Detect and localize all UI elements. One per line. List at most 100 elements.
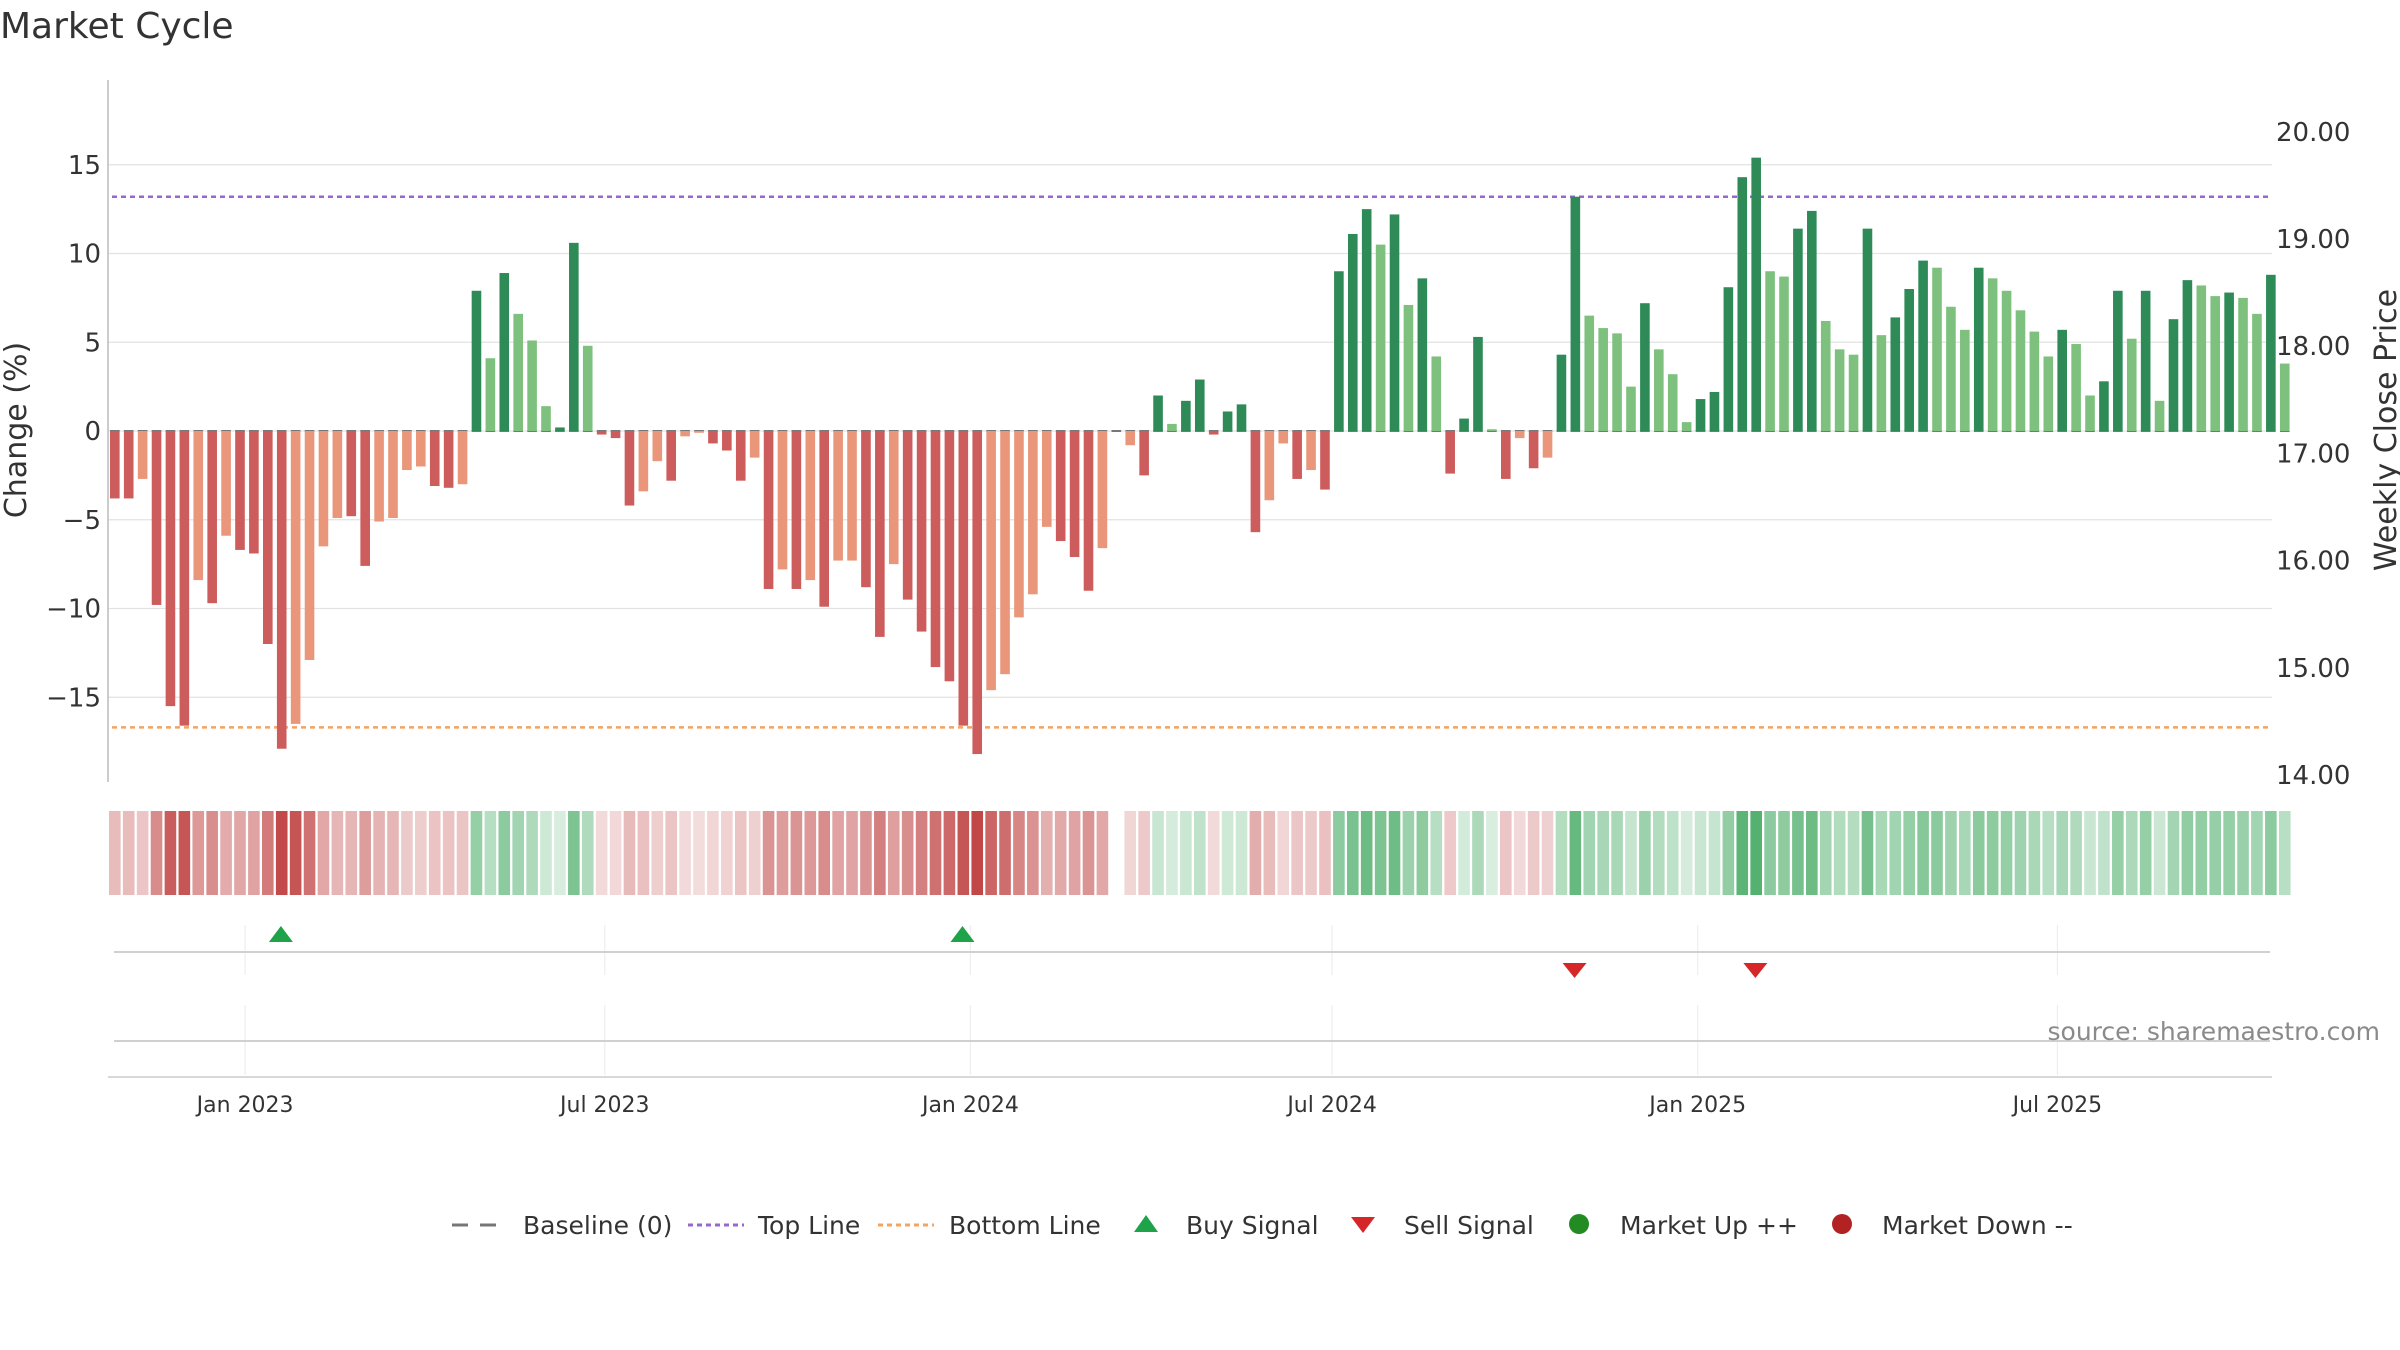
- bar-up: [1904, 289, 1914, 431]
- bar-up: [1737, 177, 1748, 431]
- heat-cell: [303, 811, 316, 895]
- bar-down: [735, 431, 746, 481]
- x-tick-label: Jul 2023: [558, 1093, 650, 1118]
- bar-down: [360, 431, 370, 566]
- y-axis-left-label: Change (%): [0, 342, 34, 518]
- bar-up: [2140, 290, 2151, 431]
- heat-cell: [1806, 811, 1818, 895]
- bar-up: [1667, 374, 1678, 431]
- bar-down: [304, 431, 315, 660]
- heat-cell: [1833, 811, 1846, 895]
- legend-label: Baseline (0): [523, 1211, 672, 1240]
- bar-up: [2029, 331, 2040, 431]
- bar-up: [1626, 386, 1636, 431]
- bar-up: [1681, 422, 1692, 431]
- heat-cell: [2070, 811, 2082, 895]
- bar-up: [1194, 379, 1205, 431]
- heat-cell: [150, 811, 163, 895]
- bar-down: [1028, 431, 1038, 595]
- heat-cell: [1847, 811, 1860, 895]
- heat-cell: [1889, 811, 1902, 895]
- y-tick-label-left: 10: [68, 240, 101, 270]
- bar-down: [1000, 431, 1010, 675]
- y-tick-label-right: 15.00: [2276, 654, 2350, 684]
- legend-symbol-sell-triangle: [1351, 1217, 1375, 1233]
- heat-cell: [2125, 811, 2138, 895]
- heat-cell: [971, 811, 984, 895]
- heat-cell: [1722, 811, 1735, 895]
- bar-down: [791, 431, 802, 589]
- heat-cell: [1986, 811, 1999, 895]
- bar-down: [416, 431, 426, 467]
- heat-cell: [1472, 811, 1484, 895]
- heat-cell: [874, 811, 886, 895]
- heat-cell: [1360, 811, 1373, 895]
- heat-cell: [1374, 811, 1387, 895]
- bar-up: [1375, 244, 1386, 431]
- heat-cell: [887, 811, 900, 895]
- y-tick-label-right: 17.00: [2276, 439, 2350, 469]
- heat-cell: [693, 811, 705, 895]
- bar-down: [805, 431, 816, 581]
- heat-cell: [623, 811, 636, 895]
- bar-down: [346, 431, 357, 517]
- bar-up: [2279, 363, 2290, 431]
- heat-cell: [1959, 811, 1971, 895]
- bar-up: [1987, 278, 1998, 431]
- bar-down: [930, 431, 941, 668]
- bar-down: [708, 431, 718, 444]
- bar-down: [1514, 431, 1525, 439]
- bar-down: [249, 431, 259, 554]
- legend-label: Top Line: [757, 1211, 860, 1240]
- heat-cell: [1750, 811, 1762, 895]
- buy-signal-marker: [950, 926, 975, 942]
- bar-up: [499, 273, 510, 431]
- bar-up: [1654, 349, 1664, 431]
- bar-down: [123, 431, 134, 499]
- heat-cell: [679, 811, 691, 895]
- bar-up: [2126, 338, 2137, 431]
- bar-up: [1932, 267, 1942, 431]
- heat-cell: [1096, 811, 1109, 895]
- heat-cell: [1625, 811, 1637, 895]
- bar-down: [221, 431, 231, 536]
- bar-up: [1876, 335, 1887, 431]
- bar-up: [1973, 267, 1984, 431]
- heat-cell: [818, 811, 831, 895]
- bar-up: [1890, 317, 1901, 431]
- y-tick-label-left: −15: [46, 683, 101, 713]
- bar-up: [2071, 344, 2081, 431]
- bar-up: [527, 340, 537, 431]
- bar-up: [541, 406, 551, 431]
- bar-up: [2015, 310, 2026, 431]
- heat-cell: [1917, 811, 1929, 895]
- heat-cell: [1291, 811, 1303, 895]
- bar-down: [833, 431, 843, 561]
- heat-cell: [1819, 811, 1832, 895]
- bar-up: [1459, 418, 1469, 431]
- bar-up: [1779, 276, 1789, 431]
- bar-down: [165, 431, 176, 707]
- axes: 15 10 5 0 −5 −10 −15 20.00 19.00 18.00 17.00 16.00 1…: [46, 80, 2350, 1118]
- heat-cell: [651, 811, 664, 895]
- heat-cell: [1694, 811, 1707, 895]
- heat-cell: [401, 811, 413, 895]
- heat-cell: [2167, 811, 2180, 895]
- x-tick-label: Jan 2025: [1647, 1093, 1746, 1118]
- bar-down: [276, 431, 287, 749]
- bar-down: [1250, 431, 1261, 533]
- heat-cell: [2139, 811, 2152, 895]
- heat-cell: [470, 811, 483, 895]
- bar-down: [777, 431, 788, 570]
- bar-down: [1014, 431, 1024, 618]
- heat-cell: [1903, 811, 1915, 895]
- bar-up: [2043, 356, 2054, 431]
- heat-cell: [1444, 811, 1456, 895]
- heat-cell: [901, 811, 914, 895]
- heat-cell: [234, 811, 246, 895]
- heat-cell: [1680, 811, 1693, 895]
- heat-cell: [1402, 811, 1415, 895]
- heat-cell: [860, 811, 872, 895]
- bar-down: [318, 431, 329, 547]
- heat-cell: [707, 811, 719, 895]
